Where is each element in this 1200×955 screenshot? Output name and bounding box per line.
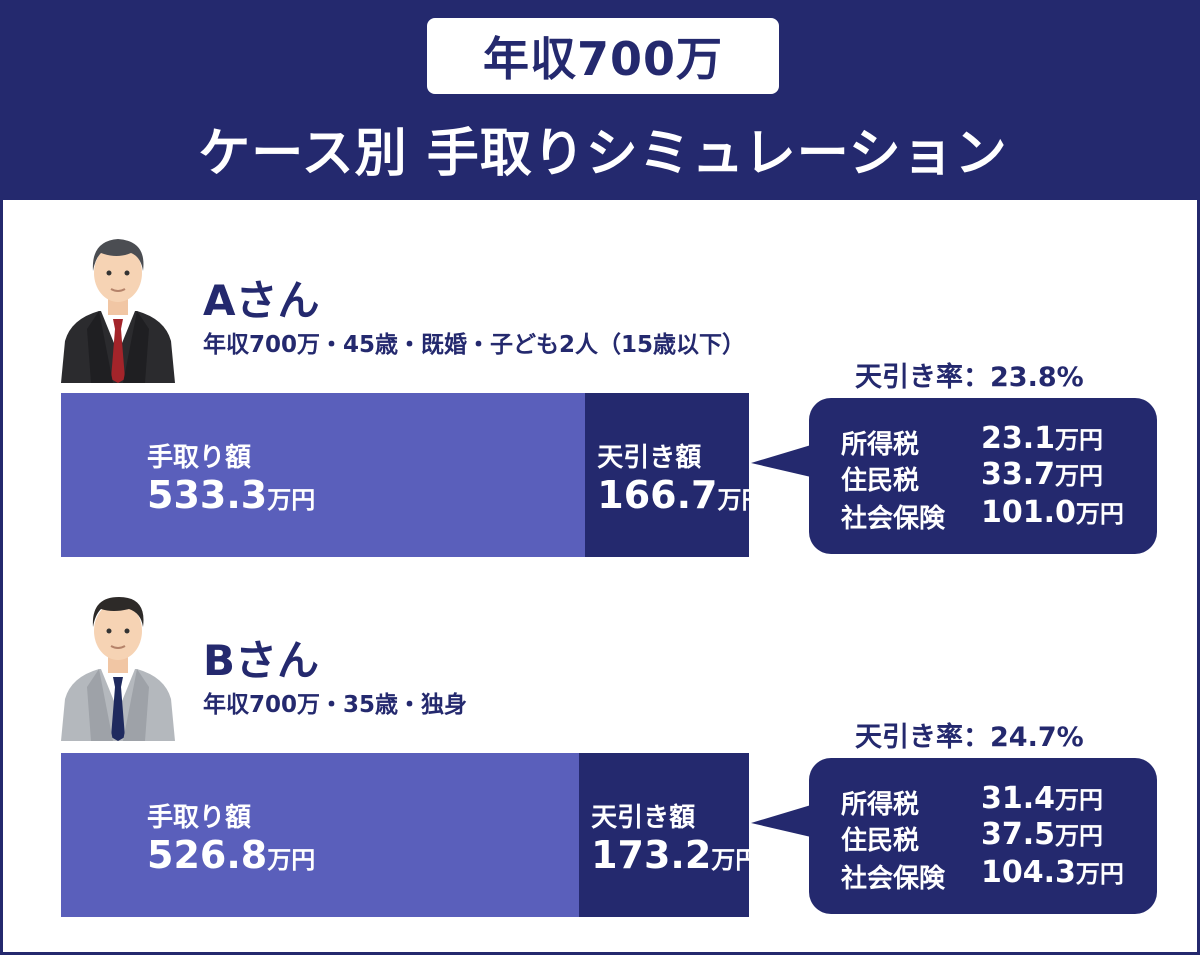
case-a-take-home-segment: 手取り額 533.3万円 [61,393,586,557]
case-a-income-tax-label: 所得税 [841,430,920,460]
case-a-breakdown-bubble: 所得税 23.1万円 住民税 33.7万円 社会保険 101.0万円 [809,398,1157,554]
case-b-resident-tax-value: 37.5万円 [981,817,1104,852]
page-subtitle: ケース別 手取りシミュレーション [198,124,1008,184]
page-title: 年収700万 [482,32,724,86]
case-a-deduction-value: 166.7万円 [597,473,766,517]
case-b-deduction-segment: 天引き額 173.2万円 [579,753,759,917]
case-b-income-bar: 手取り額 526.8万円 天引き額 173.2万円 [61,753,759,917]
case-b-resident-tax-label: 住民税 [841,826,920,856]
case-b-description: 年収700万・35歳・独身 [203,692,468,718]
title-badge: 年収700万 [427,18,779,94]
case-b-take-home-value: 526.8万円 [147,833,316,877]
case-b-social-insurance-value: 104.3万円 [981,855,1124,890]
case-b-income-tax-value: 31.4万円 [981,781,1104,816]
case-b-deduction-value: 173.2万円 [591,833,760,877]
case-b-social-insurance-label: 社会保険 [841,864,946,894]
case-b-deduction-rate: 天引き率：24.7% [855,722,1084,753]
case-b-bubble-tail [751,805,811,837]
case-b-take-home-label: 手取り額 [147,803,252,833]
case-b-name: Bさん [203,636,320,685]
businessman-b-icon [61,597,175,741]
case-a-income-tax-value: 23.1万円 [981,421,1104,456]
case-a-description: 年収700万・45歳・既婚・子ども2人（15歳以下） [203,332,746,358]
case-a-deduction-rate: 天引き率：23.8% [855,362,1084,393]
case-a-social-insurance-label: 社会保険 [841,504,946,534]
case-a-resident-tax-value: 33.7万円 [981,457,1104,492]
case-b-take-home-segment: 手取り額 526.8万円 [61,753,580,917]
case-a-income-bar: 手取り額 533.3万円 天引き額 166.7万円 [61,393,765,557]
case-a-deduction-label: 天引き額 [597,443,702,473]
case-a-name: Aさん [203,276,320,325]
case-a-take-home-label: 手取り額 [147,443,252,473]
case-a-take-home-value: 533.3万円 [147,473,316,517]
case-a-resident-tax-label: 住民税 [841,466,920,496]
case-a-deduction-segment: 天引き額 166.7万円 [585,393,765,557]
case-b-income-tax-label: 所得税 [841,790,920,820]
case-b-breakdown-bubble: 所得税 31.4万円 住民税 37.5万円 社会保険 104.3万円 [809,758,1157,914]
case-a-bubble-tail [751,445,811,477]
businessman-a-icon [61,239,175,383]
case-a-social-insurance-value: 101.0万円 [981,495,1124,530]
case-b-deduction-label: 天引き額 [591,803,696,833]
header: 年収700万 ケース別 手取りシミュレーション [3,3,1197,200]
